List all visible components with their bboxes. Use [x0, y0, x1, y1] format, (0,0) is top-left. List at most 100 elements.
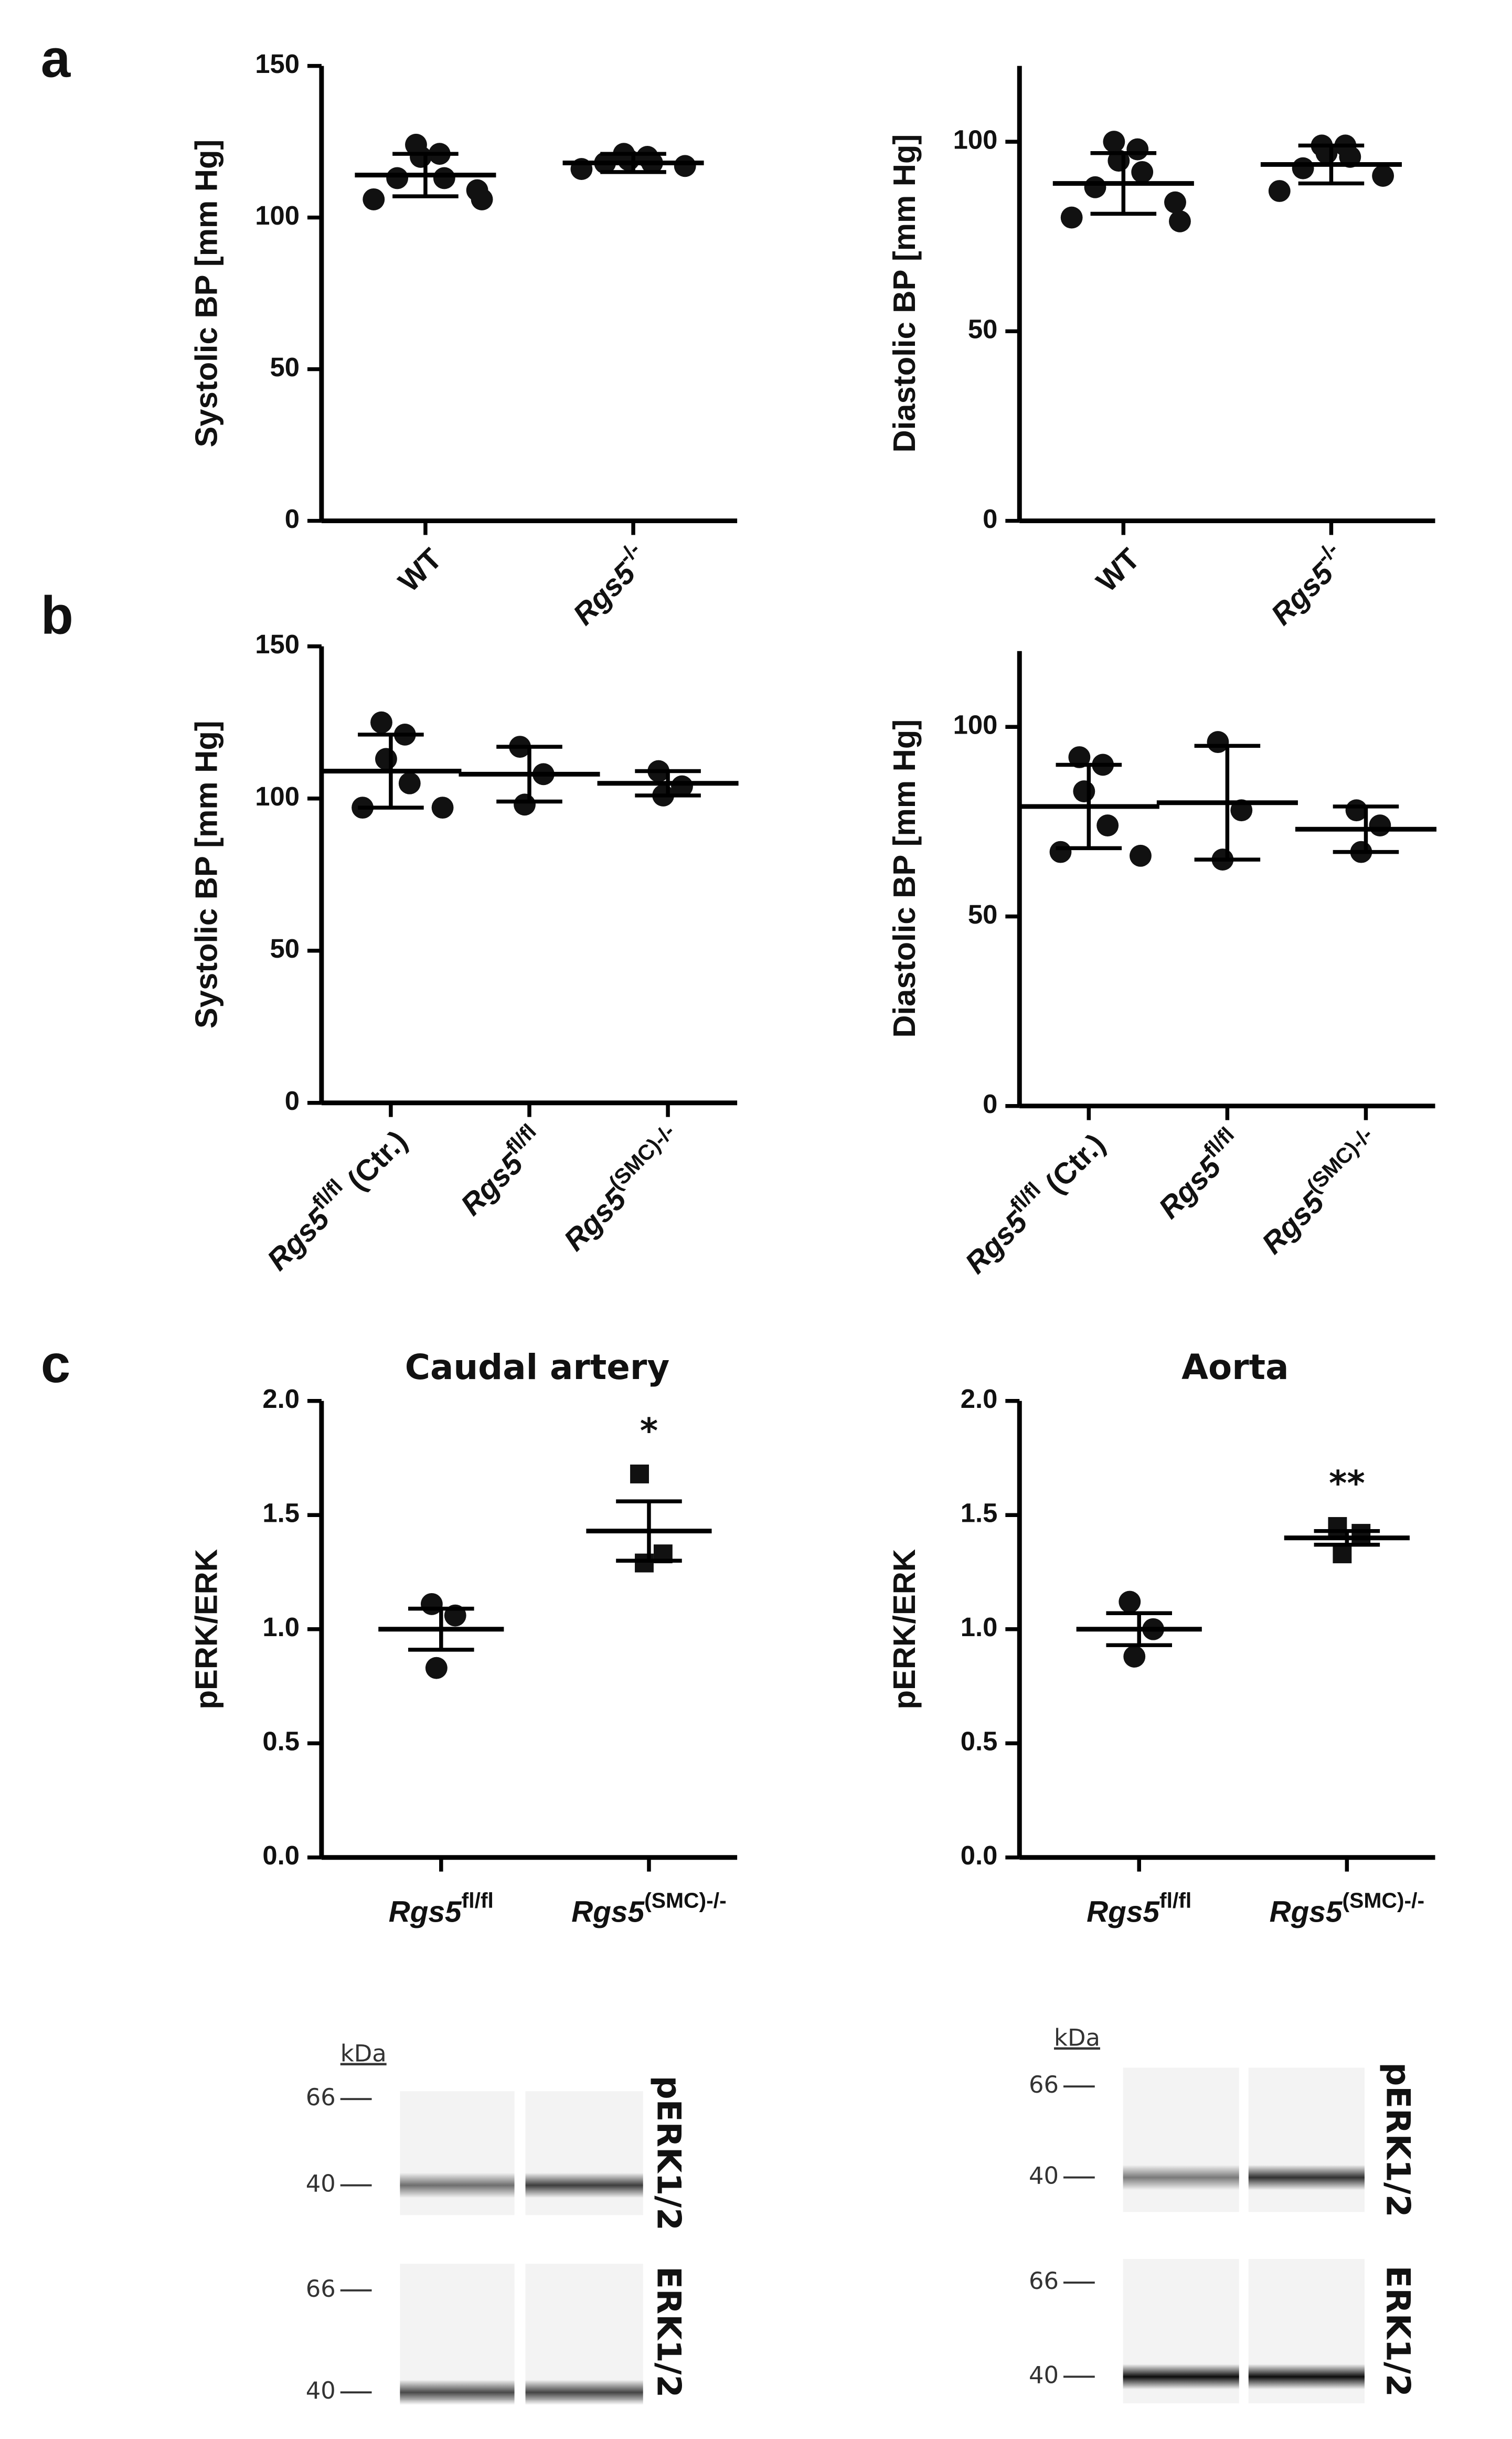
x-tick-label: Rgs5fl/fl	[1147, 1122, 1250, 1225]
y-tick-label: 1.0	[961, 1612, 998, 1642]
y-tick-label: 0.5	[961, 1726, 998, 1756]
x-tick-label: Rgs5(SMC)-/-	[1251, 1122, 1389, 1261]
data-point	[1123, 1646, 1146, 1668]
data-point	[363, 188, 385, 210]
y-tick-label: 1.5	[262, 1498, 300, 1528]
blot-lane	[525, 2264, 643, 2401]
data-point	[674, 155, 696, 177]
x-tick-label: Rgs5(SMC)-/-	[552, 1119, 691, 1258]
y-tick-label: 150	[255, 49, 300, 79]
blot-band	[525, 2172, 643, 2198]
blot-band	[400, 2172, 515, 2198]
data-point	[386, 167, 409, 189]
y-tick-label: 150	[255, 629, 300, 659]
blot-marker-label: 40	[1029, 2361, 1059, 2389]
chart-title: Aorta	[1181, 1347, 1289, 1387]
data-point	[1169, 210, 1191, 232]
data-point	[425, 1657, 448, 1679]
blot-band	[1123, 2165, 1239, 2190]
data-point	[375, 748, 397, 770]
blot-label: ERK1/2	[1379, 2266, 1418, 2397]
x-tick-label: WT	[1090, 542, 1146, 598]
blot-label: pERK1/2	[649, 2076, 688, 2231]
y-tick-label: 0	[285, 504, 300, 534]
data-point	[1130, 844, 1152, 867]
blot-band	[525, 2380, 643, 2405]
y-tick-label: 50	[968, 899, 998, 929]
blot-marker-label: 66	[1029, 2267, 1059, 2295]
y-tick-label: 100	[255, 781, 300, 811]
y-axis-label: Diastolic BP [mm Hg]	[887, 134, 922, 453]
data-point	[1131, 161, 1154, 183]
data-point	[1333, 1544, 1352, 1564]
y-tick-label: 100	[953, 124, 998, 154]
x-tick-label: Rgs5fl/fl (Ctr.)	[256, 1119, 414, 1277]
blot-unit: kDa	[1054, 2024, 1100, 2052]
data-point	[1292, 157, 1314, 179]
x-tick-label: Rgs5fl/fl	[1087, 1888, 1191, 1928]
blot-marker-label: 40	[306, 2170, 336, 2198]
blot-marker-label: 66	[306, 2083, 336, 2111]
data-point	[398, 772, 421, 794]
blot-band	[1248, 2364, 1365, 2390]
blot-marker-label: 66	[306, 2275, 336, 2303]
x-tick-label: WT	[392, 542, 449, 598]
blot-lane	[1123, 2067, 1239, 2212]
data-point	[471, 188, 493, 210]
chart-title: Caudal artery	[405, 1347, 670, 1387]
data-point	[630, 1465, 649, 1483]
data-point	[671, 775, 693, 798]
y-tick-label: 0.0	[961, 1840, 998, 1870]
data-point	[433, 167, 455, 189]
panel-label: b	[41, 586, 73, 645]
data-point	[1068, 746, 1091, 768]
blot-marker-label: 66	[1029, 2071, 1059, 2098]
y-axis-label: pERK/ERK	[188, 1549, 223, 1710]
x-tick-label: Rgs5(SMC)-/-	[1270, 1888, 1425, 1928]
blot-label: pERK1/2	[1379, 2062, 1418, 2217]
data-point	[1084, 176, 1106, 198]
y-tick-label: 50	[270, 352, 300, 382]
y-tick-label: 2.0	[961, 1384, 998, 1414]
blot-unit: kDa	[340, 2039, 387, 2067]
y-tick-label: 0.0	[262, 1840, 300, 1870]
y-tick-label: 100	[953, 710, 998, 740]
y-axis-label: Diastolic BP [mm Hg]	[887, 719, 922, 1038]
y-tick-label: 2.0	[262, 1384, 300, 1414]
y-tick-label: 1.5	[961, 1498, 998, 1528]
x-tick-label: Rgs5-/-	[562, 537, 656, 632]
data-point	[1126, 138, 1149, 161]
significance: **	[1329, 1463, 1365, 1503]
blot-band	[400, 2380, 515, 2405]
data-point	[1164, 191, 1186, 214]
data-point	[1328, 1517, 1347, 1536]
y-tick-label: 50	[270, 934, 300, 963]
y-axis-label: pERK/ERK	[887, 1549, 922, 1710]
x-tick-label: Rgs5fl/fl	[389, 1888, 494, 1928]
y-tick-label: 0	[285, 1086, 300, 1116]
data-point	[1073, 780, 1095, 802]
blot-label: ERK1/2	[649, 2266, 688, 2398]
y-tick-label: 100	[255, 200, 300, 230]
data-point	[410, 146, 432, 168]
data-point	[1369, 814, 1391, 836]
data-point	[1096, 814, 1119, 836]
y-tick-label: 0.5	[262, 1726, 300, 1756]
x-tick-label: Rgs5(SMC)-/-	[571, 1888, 727, 1928]
y-axis-label: Systolic BP [mm Hg]	[188, 720, 223, 1028]
y-tick-label: 1.0	[262, 1612, 300, 1642]
blot-marker-label: 40	[1029, 2162, 1059, 2190]
panel-label: c	[41, 1334, 71, 1394]
data-point	[1049, 841, 1072, 863]
x-tick-label: Rgs5-/-	[1260, 537, 1354, 632]
data-point	[1268, 180, 1291, 202]
y-axis-label: Systolic BP [mm Hg]	[188, 140, 223, 448]
blot-band	[1123, 2364, 1239, 2390]
data-point	[370, 711, 392, 734]
blot-band	[1248, 2165, 1365, 2190]
x-tick-label: Rgs5fl/fl	[450, 1119, 552, 1222]
blot-marker-label: 40	[306, 2377, 336, 2404]
data-point	[514, 793, 536, 816]
